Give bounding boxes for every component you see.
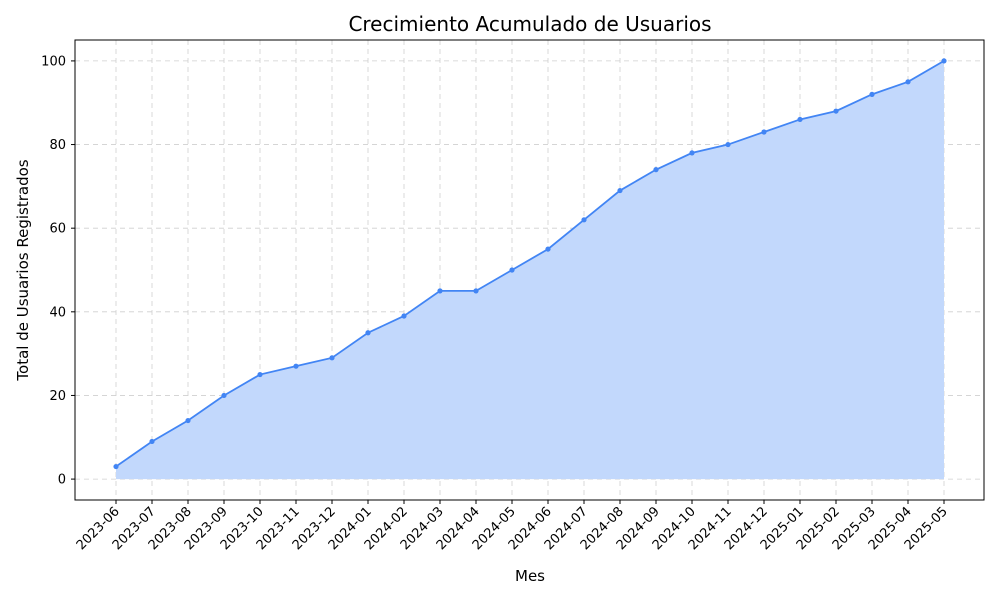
y-axis-label: Total de Usuarios Registrados xyxy=(14,159,32,381)
y-tick-label: 20 xyxy=(49,389,66,404)
data-point xyxy=(185,417,191,424)
data-point xyxy=(293,363,299,369)
data-point xyxy=(365,330,371,336)
y-tick-label: 40 xyxy=(49,305,66,320)
data-point xyxy=(833,108,839,114)
data-point xyxy=(509,267,515,273)
data-point xyxy=(941,58,947,64)
y-tick-label: 60 xyxy=(49,222,66,237)
data-point xyxy=(869,91,875,97)
data-point xyxy=(473,288,479,294)
y-tick-label: 0 xyxy=(58,473,66,488)
data-point xyxy=(617,187,623,194)
data-point xyxy=(437,288,443,294)
plot-frame xyxy=(74,39,985,501)
data-point xyxy=(653,167,659,173)
area-fill xyxy=(116,60,944,480)
data-point xyxy=(149,438,155,445)
data-point xyxy=(797,116,803,123)
plot-area xyxy=(113,58,947,480)
y-tick-label: 100 xyxy=(41,54,66,69)
data-point xyxy=(113,463,119,470)
series-line xyxy=(115,60,945,468)
x-axis-label: Mes xyxy=(515,567,545,585)
data-point xyxy=(257,371,263,378)
data-point xyxy=(905,79,911,85)
data-point xyxy=(581,217,587,223)
data-point xyxy=(401,313,407,319)
data-point xyxy=(545,246,551,252)
y-tick-label: 80 xyxy=(49,138,66,153)
data-point xyxy=(725,141,731,148)
data-point xyxy=(221,392,227,399)
chart-title: Crecimiento Acumulado de Usuarios xyxy=(348,12,711,36)
data-point xyxy=(689,150,695,156)
data-point xyxy=(761,129,767,135)
data-point xyxy=(329,355,335,361)
